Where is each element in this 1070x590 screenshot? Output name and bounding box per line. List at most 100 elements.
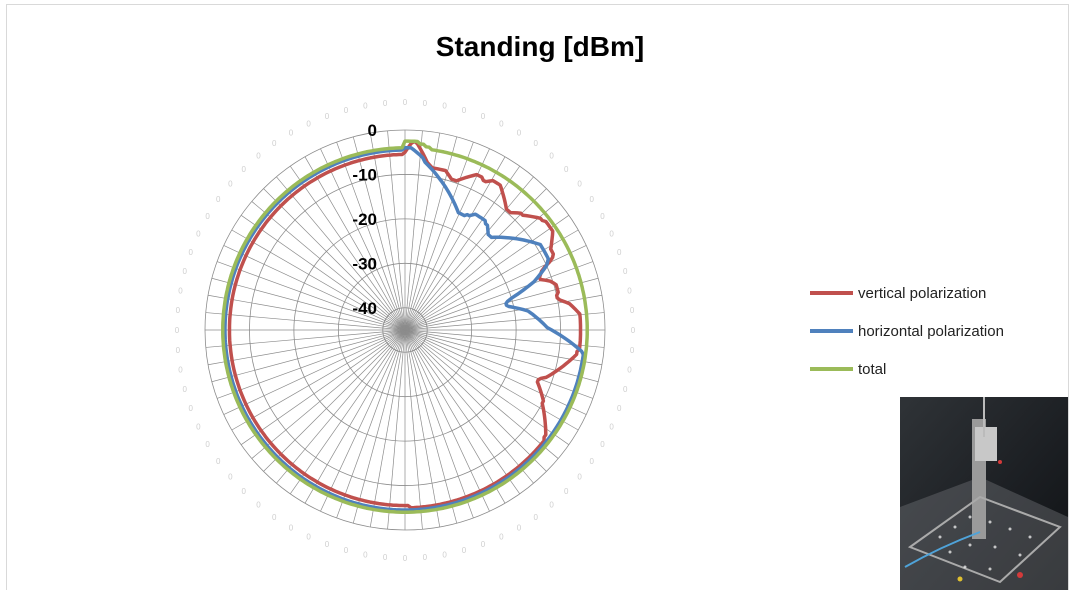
angle-tick-marker: 0 bbox=[403, 554, 408, 563]
angle-tick-marker: 0 bbox=[256, 151, 261, 160]
angle-tick-marker: 0 bbox=[630, 346, 635, 355]
angle-tick-marker: 0 bbox=[183, 267, 188, 276]
grid-spoke bbox=[336, 329, 406, 519]
angle-tick-marker: 0 bbox=[196, 422, 201, 431]
grid-spoke bbox=[352, 329, 406, 524]
angle-tick-marker: 0 bbox=[609, 422, 614, 431]
grid-spoke bbox=[404, 201, 559, 331]
radial-tick-label: -10 bbox=[352, 165, 377, 184]
angle-tick-marker: 0 bbox=[216, 195, 221, 204]
angle-tick-marker: 0 bbox=[175, 326, 180, 335]
grid-spoke bbox=[404, 136, 458, 331]
angle-tick-marker: 0 bbox=[325, 112, 330, 121]
angle-tick-marker: 0 bbox=[228, 179, 233, 188]
angle-tick-marker: 0 bbox=[623, 385, 628, 394]
grid-spoke bbox=[223, 329, 406, 415]
grid-spoke bbox=[404, 329, 570, 446]
angle-tick-marker: 0 bbox=[423, 553, 428, 562]
grid-spoke bbox=[404, 229, 579, 331]
angle-tick-marker: 0 bbox=[256, 501, 261, 510]
grid-spoke bbox=[263, 188, 406, 331]
grid-spoke bbox=[223, 245, 406, 331]
angle-tick-marker: 0 bbox=[462, 546, 467, 555]
grid-spoke bbox=[404, 329, 423, 530]
angle-tick-marker: 0 bbox=[600, 440, 605, 449]
angle-tick-marker: 0 bbox=[549, 501, 554, 510]
grid-spoke bbox=[211, 329, 406, 383]
angle-tick-marker: 0 bbox=[462, 106, 467, 115]
grid-ring bbox=[382, 307, 428, 353]
grid-spoke bbox=[404, 188, 547, 331]
grid-spoke bbox=[369, 132, 406, 331]
angle-tick-marker: 0 bbox=[499, 533, 504, 542]
grid-spoke bbox=[276, 176, 406, 331]
grid-spoke bbox=[404, 214, 570, 331]
angle-tick-marker: 0 bbox=[205, 212, 210, 221]
grid-spoke bbox=[404, 176, 534, 331]
angle-tick-marker: 0 bbox=[423, 99, 428, 108]
angle-tick-marker: 0 bbox=[590, 457, 595, 466]
grid-spoke bbox=[404, 329, 559, 459]
radial-tick-label: -20 bbox=[352, 210, 377, 229]
grid-ring bbox=[249, 174, 561, 486]
chart-title: Standing [dBm] bbox=[436, 31, 644, 62]
grid-ring bbox=[204, 129, 606, 531]
grid-spoke bbox=[387, 329, 406, 530]
angle-tick-marker: 0 bbox=[272, 513, 277, 522]
series-line-vertical-polarization bbox=[227, 139, 583, 510]
grid-ring bbox=[337, 262, 473, 398]
angle-tick-marker: 0 bbox=[363, 101, 368, 110]
grid-spoke bbox=[216, 329, 406, 399]
grid-spoke bbox=[404, 329, 599, 383]
grid-spoke bbox=[289, 329, 406, 495]
grid-spoke bbox=[404, 148, 490, 331]
angle-tick-marker: 0 bbox=[306, 533, 311, 542]
radial-tick-label: 0 bbox=[368, 121, 377, 140]
grid-spoke bbox=[231, 229, 406, 331]
angle-tick-marker: 0 bbox=[617, 248, 622, 257]
grid-spoke bbox=[404, 132, 441, 331]
radial-tick-label: -30 bbox=[352, 254, 377, 273]
angle-tick-marker: 0 bbox=[564, 487, 569, 496]
angle-tick-marker: 0 bbox=[178, 366, 183, 375]
grid-spoke bbox=[289, 165, 406, 331]
angle-tick-marker: 0 bbox=[630, 306, 635, 315]
angle-tick-marker: 0 bbox=[549, 151, 554, 160]
series-group bbox=[221, 139, 589, 514]
angle-tick-marker: 0 bbox=[344, 546, 349, 555]
grid-spoke bbox=[404, 329, 441, 528]
chart-frame bbox=[6, 4, 1069, 590]
grid-spoke bbox=[251, 329, 406, 459]
grid-spoke bbox=[263, 329, 406, 472]
radar-grid: 0 0 0 0000000000000000000000000000000000000… bbox=[175, 98, 636, 563]
angle-tick-marker: 0 bbox=[600, 212, 605, 221]
angle-tick-marker: 0 bbox=[609, 230, 614, 239]
angle-tick-marker: 0 bbox=[205, 440, 210, 449]
grid-spoke bbox=[404, 245, 587, 331]
angle-tick-marker: 0 bbox=[189, 404, 194, 413]
angle-tick-marker: 0 bbox=[289, 523, 294, 532]
angle-tick-marker: 0 bbox=[517, 523, 522, 532]
grid-spoke bbox=[205, 312, 406, 331]
grid-spoke bbox=[404, 329, 474, 519]
grid-spoke bbox=[231, 329, 406, 431]
angle-tick-marker: 0 bbox=[517, 129, 522, 138]
legend-label: vertical polarization bbox=[858, 285, 986, 302]
grid-spoke bbox=[404, 130, 423, 331]
grid-spoke bbox=[404, 329, 506, 504]
angle-tick-marker: 0 bbox=[442, 551, 447, 560]
setup-photo bbox=[900, 397, 1068, 590]
grid-spoke bbox=[387, 130, 406, 331]
grid-spoke bbox=[404, 141, 474, 331]
grid-spoke bbox=[404, 277, 599, 331]
grid-spoke bbox=[404, 329, 579, 431]
grid-spoke bbox=[404, 329, 594, 399]
angle-tick-marker: 0 bbox=[403, 98, 408, 107]
angle-tick-marker: 0 bbox=[617, 404, 622, 413]
grid-spoke bbox=[404, 165, 521, 331]
grid-spoke bbox=[207, 329, 406, 366]
angle-tick-marker: 0 bbox=[383, 553, 388, 562]
legend-label: total bbox=[858, 361, 886, 378]
angle-tick-marker: 0 bbox=[344, 106, 349, 115]
